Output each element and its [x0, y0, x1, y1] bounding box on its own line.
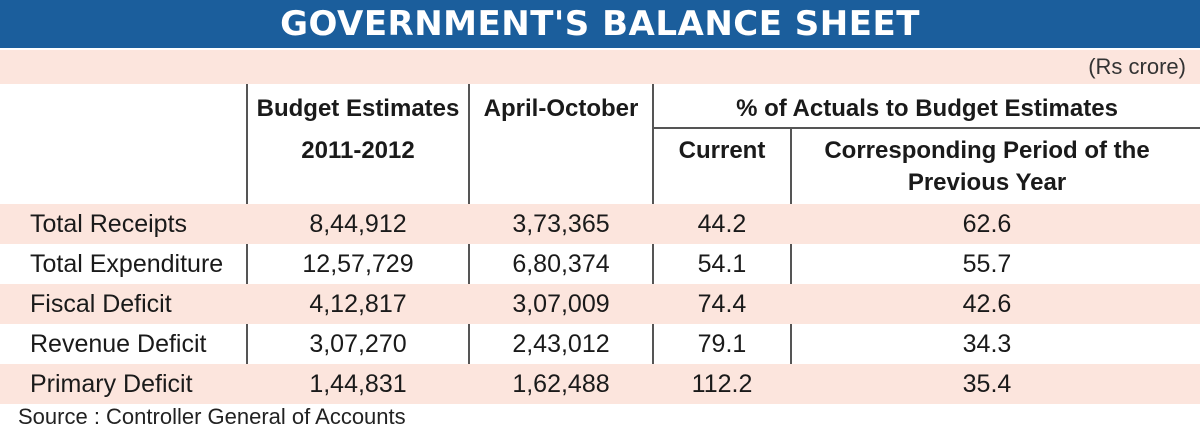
divider-col1: [246, 84, 248, 404]
divider-pct-group: [652, 127, 1200, 129]
row-label: Total Receipts: [30, 210, 188, 238]
table-row: Primary Deficit 1,44,831 1,62,488 112.2 …: [0, 364, 1200, 404]
unit-label: (Rs crore): [1088, 54, 1186, 79]
table-header: Budget Estimates 2011-2012 April-October…: [0, 84, 1200, 202]
table-row: Revenue Deficit 3,07,270 2,43,012 79.1 3…: [0, 324, 1200, 364]
row-label: Total Expenditure: [30, 250, 224, 278]
title-text: GOVERNMENT'S BALANCE SHEET: [280, 4, 920, 44]
cell-budget: 12,57,729: [302, 250, 414, 278]
row-label: Revenue Deficit: [30, 330, 207, 358]
header-april-october: April-October: [483, 95, 639, 122]
cell-current: 74.4: [697, 290, 747, 318]
table-row: Fiscal Deficit 4,12,817 3,07,009 74.4 42…: [0, 284, 1200, 324]
cell-april-october: 1,62,488: [512, 370, 610, 398]
source-note: Source : Controller General of Accounts: [18, 404, 406, 429]
cell-previous: 55.7: [962, 250, 1012, 278]
cell-budget: 1,44,831: [309, 370, 407, 398]
unit-bar: (Rs crore): [0, 50, 1200, 84]
cell-previous: 42.6: [962, 290, 1012, 318]
cell-budget: 4,12,817: [309, 290, 407, 318]
cell-april-october: 3,07,009: [512, 290, 610, 318]
divider-col2: [468, 84, 470, 404]
cell-april-october: 3,73,365: [512, 210, 610, 238]
cell-previous: 62.6: [962, 210, 1012, 238]
row-label: Primary Deficit: [30, 370, 193, 398]
cell-current: 54.1: [697, 250, 747, 278]
divider-col4: [790, 128, 792, 404]
cell-budget: 3,07,270: [309, 330, 407, 358]
header-current: Current: [678, 137, 766, 164]
header-previous-line2: Previous Year: [907, 169, 1067, 196]
cell-previous: 34.3: [962, 330, 1012, 358]
row-label: Fiscal Deficit: [30, 290, 172, 318]
table-row: Total Receipts 8,44,912 3,73,365 44.2 62…: [0, 204, 1200, 244]
header-pct-group: % of Actuals to Budget Estimates: [736, 95, 1118, 122]
header-budget-line2: 2011-2012: [301, 137, 415, 164]
cell-current: 44.2: [697, 210, 747, 238]
table-row: Total Expenditure 12,57,729 6,80,374 54.…: [0, 244, 1200, 284]
divider-col3: [652, 84, 654, 404]
page-title: GOVERNMENT'S BALANCE SHEET: [0, 0, 1200, 48]
cell-april-october: 2,43,012: [512, 330, 610, 358]
cell-current: 112.2: [691, 370, 753, 398]
header-previous-line1: Corresponding Period of the: [824, 137, 1150, 164]
header-budget-line1: Budget Estimates: [256, 95, 460, 122]
cell-april-october: 6,80,374: [512, 250, 610, 278]
cell-budget: 8,44,912: [309, 210, 407, 238]
cell-current: 79.1: [697, 330, 747, 358]
cell-previous: 35.4: [962, 370, 1012, 398]
